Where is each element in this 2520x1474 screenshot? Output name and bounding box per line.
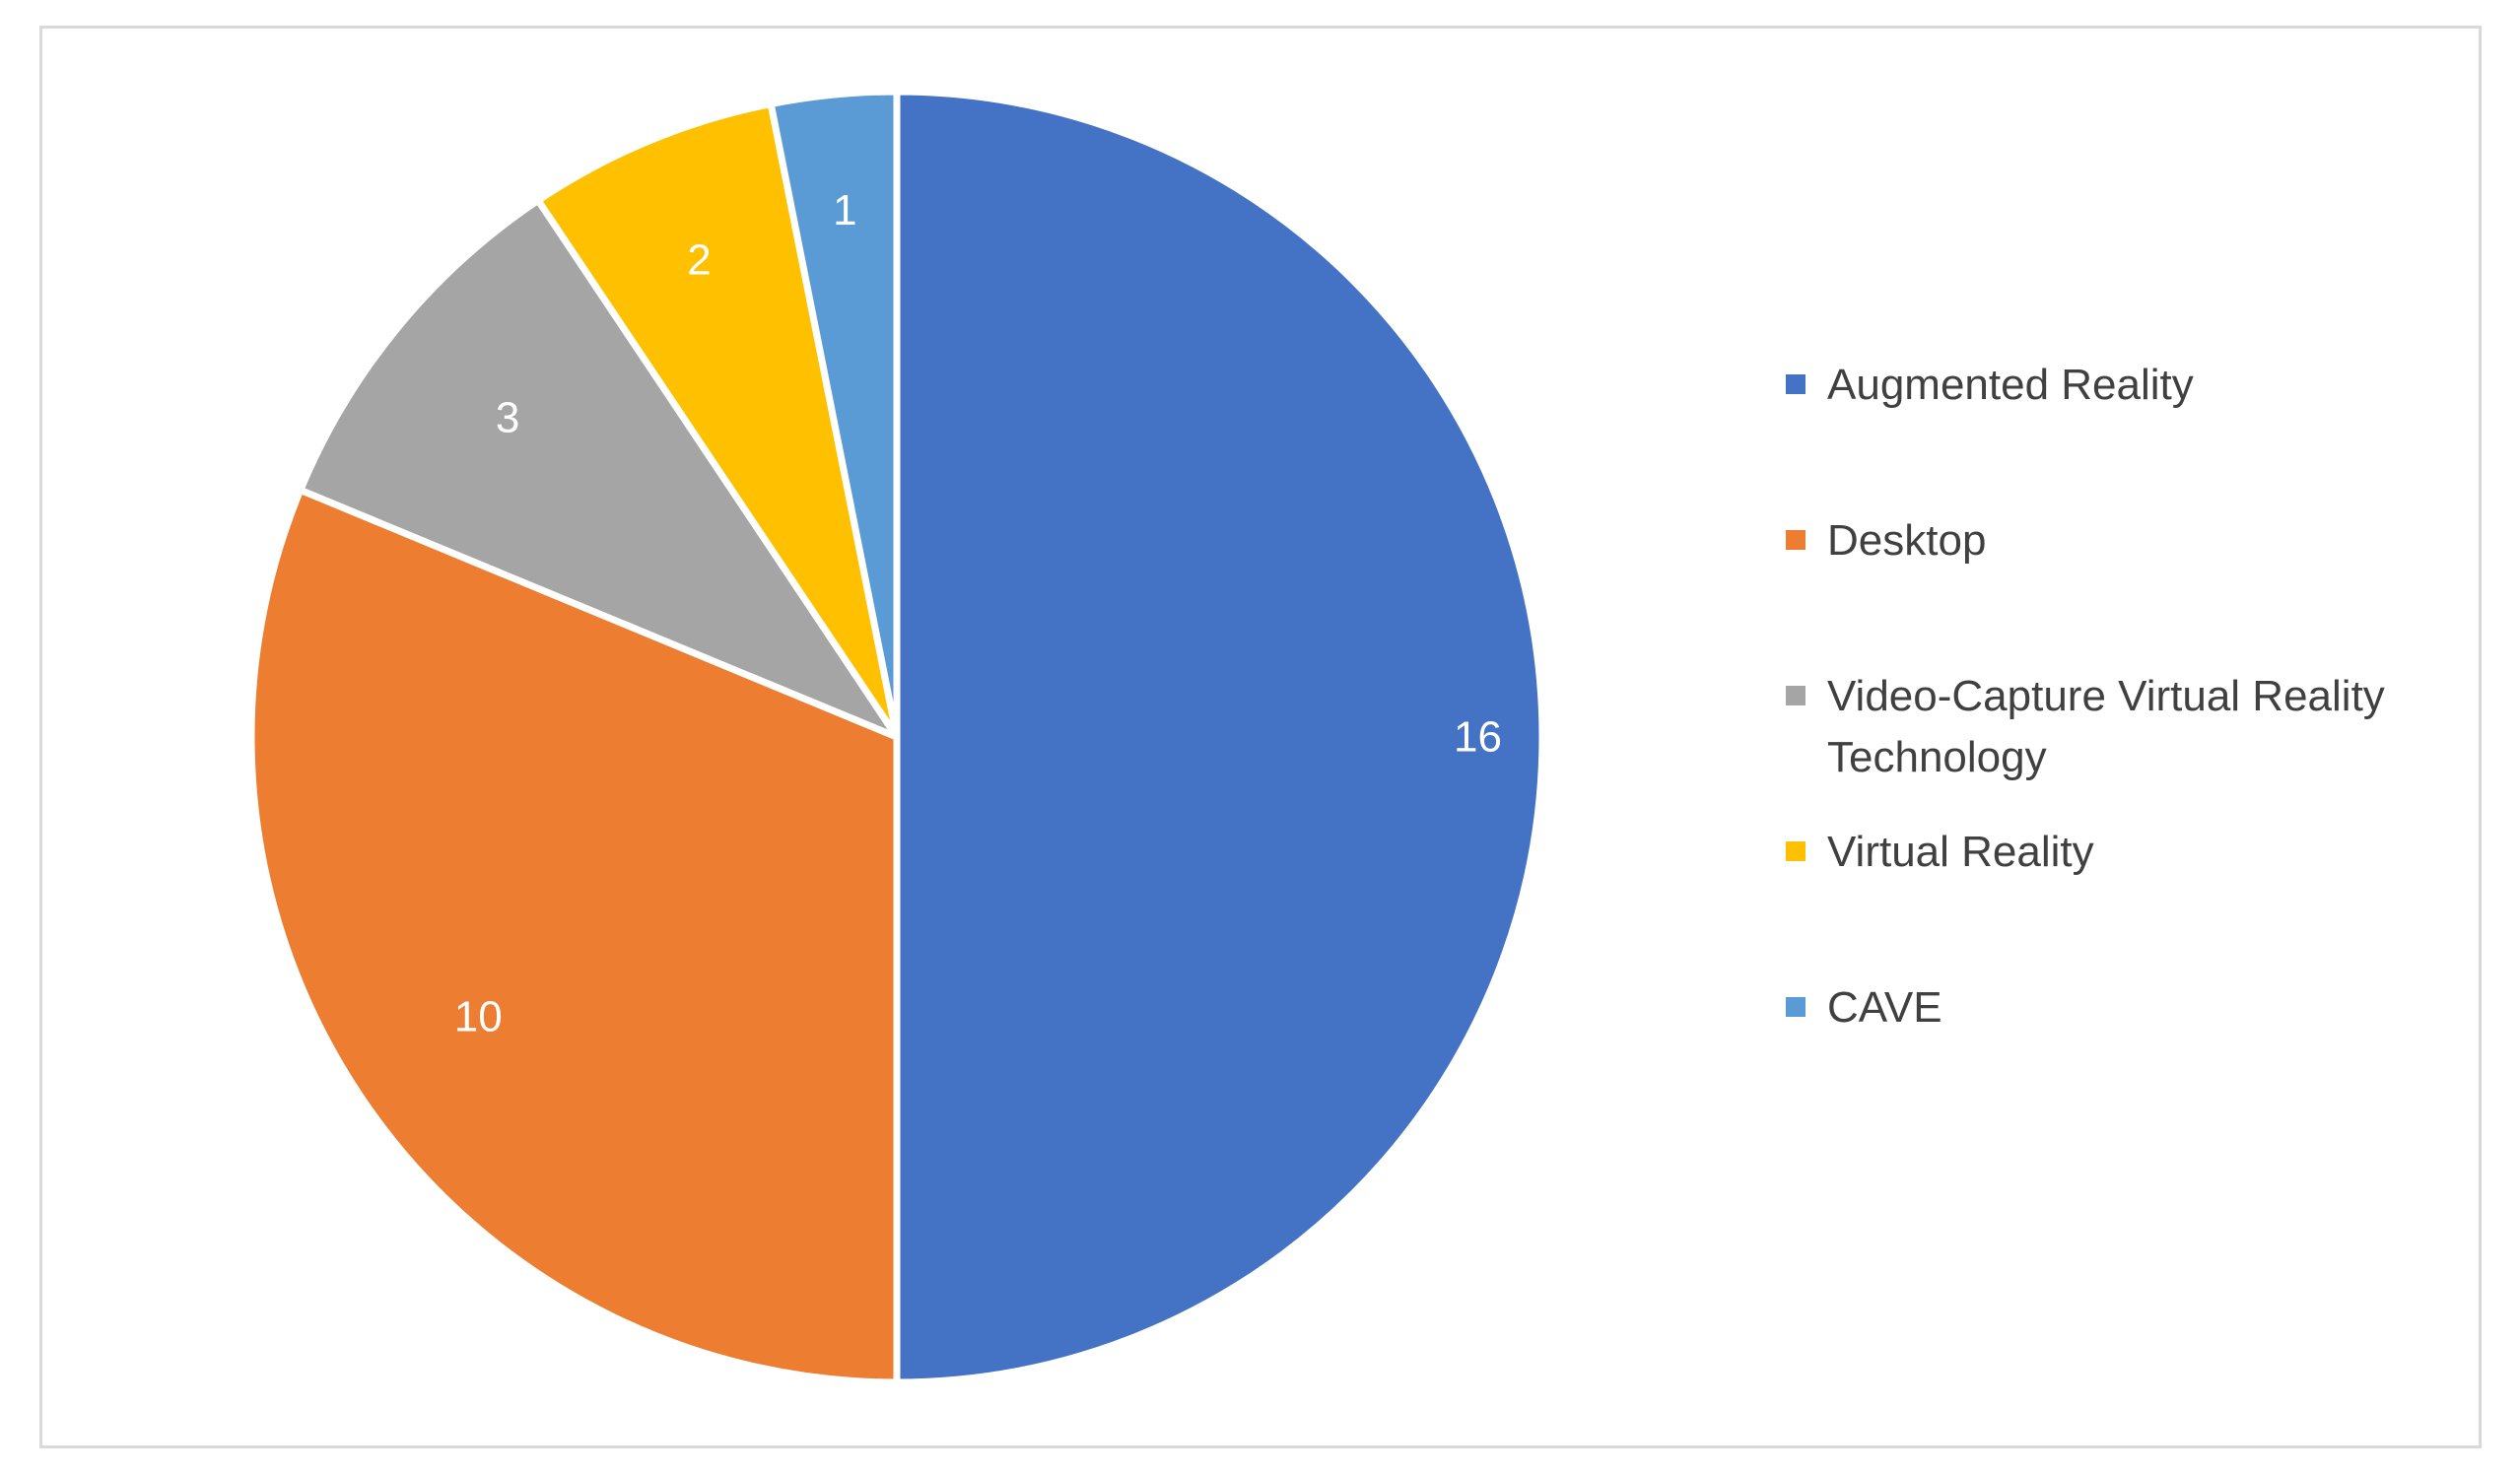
legend-label-cave: CAVE	[1827, 983, 1942, 1032]
legend-item-desktop: Desktop	[1786, 510, 2438, 571]
pie-slice-video-capture-virtual-reality-technology	[297, 196, 901, 741]
data-label-cave: 1	[833, 186, 856, 234]
pie-slice-augmented-reality	[893, 88, 1546, 1386]
legend-label-virtual-reality: Virtual Reality	[1827, 828, 2094, 876]
legend-item-cave: CAVE	[1786, 977, 2438, 1038]
legend-swatch-desktop	[1786, 530, 1805, 550]
legend-label-augmented-reality: Augmented Reality	[1827, 361, 2194, 409]
data-label-video-capture-virtual-reality-technology: 3	[496, 393, 519, 441]
pie-slice-cave	[767, 88, 901, 741]
legend-swatch-augmented-reality	[1786, 374, 1805, 394]
legend-item-virtual-reality: Virtual Reality	[1786, 822, 2438, 883]
data-label-desktop: 10	[454, 992, 503, 1040]
pie-slices	[247, 88, 1546, 1386]
data-label-augmented-reality: 16	[1454, 713, 1502, 762]
legend-item-video-capture-virtual-reality-technology: Video-Capture Virtual Reality Technology	[1786, 666, 2438, 788]
legend-label-video-capture-virtual-reality-technology: Video-Capture Virtual Reality Technology	[1827, 672, 2385, 781]
data-label-virtual-reality: 2	[687, 235, 711, 284]
legend-swatch-virtual-reality	[1786, 841, 1805, 861]
legend-swatch-cave	[1786, 997, 1805, 1017]
pie-slice-virtual-reality	[534, 100, 901, 741]
legend-item-augmented-reality: Augmented Reality	[1786, 355, 2438, 416]
legend-swatch-video-capture-virtual-reality-technology	[1786, 686, 1805, 705]
pie-data-labels: 16 10 3 2 1	[454, 186, 1502, 1040]
legend-label-desktop: Desktop	[1827, 516, 1987, 565]
pie-slice-desktop	[247, 486, 901, 1386]
